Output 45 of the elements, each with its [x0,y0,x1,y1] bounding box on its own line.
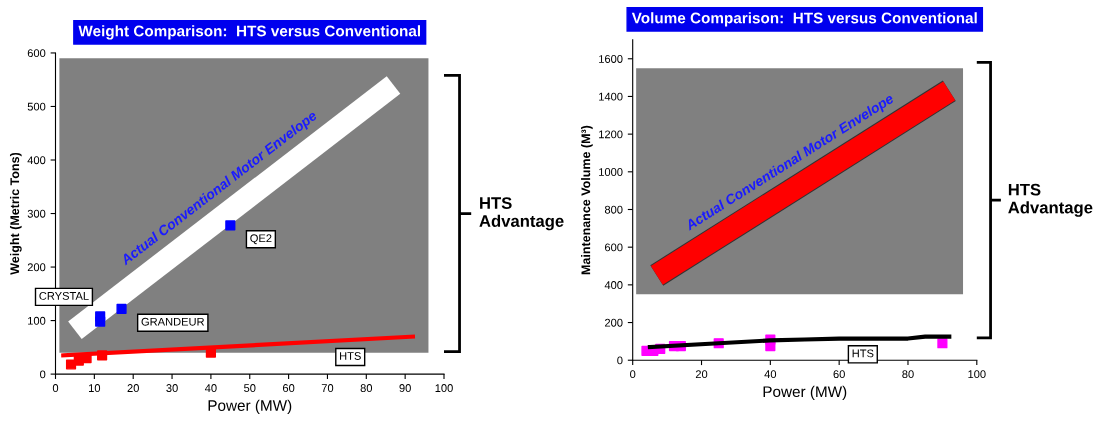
x-tick-label: 0 [52,384,59,392]
y-tick-label: 300 [27,209,46,218]
x-tick-label: 80 [902,370,914,379]
y-tick-label: 200 [605,318,623,327]
y-tick-label: 500 [27,102,46,111]
y-tick-label: 400 [604,281,623,289]
x-tick-label: 10 [89,384,101,392]
chart-title: Weight Comparison: HTS versus Conventional [78,25,421,40]
text: HTS Advantage [1008,183,1093,217]
x-tick-label: 20 [127,384,139,392]
y-tick-label: 400 [27,156,46,165]
y-tick-label: 200 [27,263,46,272]
annotation: HTS [340,352,361,360]
y-tick-label: 100 [28,316,46,325]
x-tick-label: 0 [630,370,636,379]
annotation: HTS [852,349,874,358]
x-tick-label: 90 [399,384,411,392]
x-tick-label: 40 [204,384,217,392]
y-tick-label: 1000 [599,168,623,176]
x-tick-label: 60 [282,384,295,392]
annotation: CRYSTAL [39,291,89,300]
x-tick-label: 40 [764,370,777,379]
x-tick-label: 100 [435,384,453,392]
y-tick-label: 1400 [599,92,623,101]
text: HTS Advantage [479,197,564,231]
x-tick-label: 60 [833,370,845,379]
chart-title: Volume Comparison: HTS versus Conventional [631,12,977,27]
x-tick-label: 100 [968,370,986,379]
x-axis-title: Power (MW) [208,399,292,414]
y-tick-label: 0 [617,356,623,365]
y-tick-label: 800 [604,205,623,214]
x-tick-label: 70 [321,384,334,392]
annotation: GRANDEUR [141,317,205,326]
y-tick-label: 600 [605,243,623,252]
annotation: QE2 [250,234,272,245]
y-tick-label: 1600 [599,55,623,63]
x-tick-label: 50 [244,384,256,392]
x-axis-title: Power (MW) [763,385,847,401]
x-tick-label: 20 [695,370,708,379]
y-tick-label: 1200 [599,130,623,139]
x-tick-label: 30 [166,384,178,392]
y-axis-title: Maintenance Volume (M³) [581,125,593,275]
x-tick-label: 80 [360,384,373,392]
y-axis-title: Weight (Metric Tons) [9,152,22,275]
y-tick-label: 600 [27,49,46,58]
